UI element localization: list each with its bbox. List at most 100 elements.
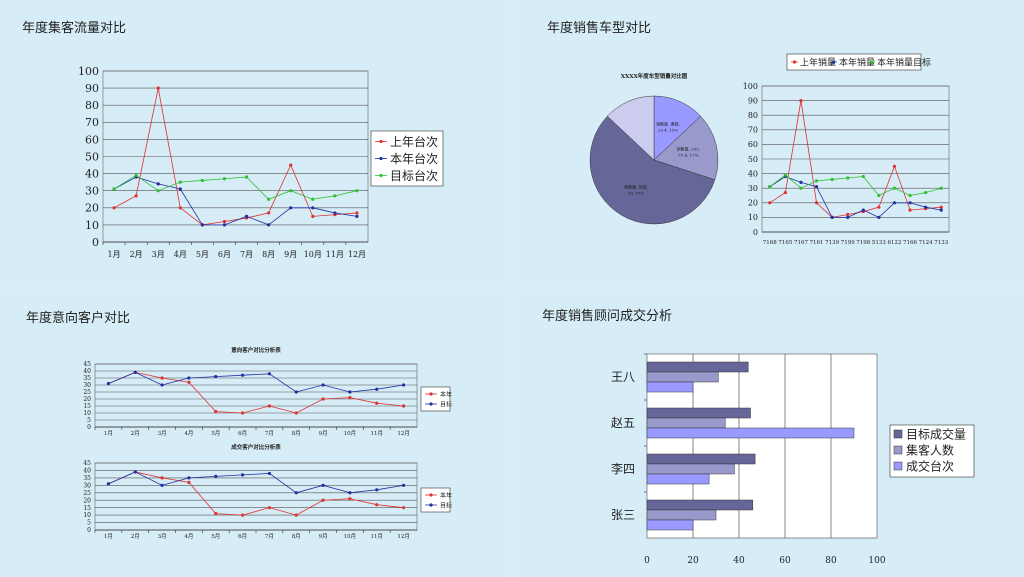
data-point [134, 194, 138, 198]
y-tick-label: 70 [85, 116, 99, 129]
data-point [892, 186, 897, 190]
bar [646, 509, 717, 521]
x-tick-label: 7月 [265, 533, 274, 540]
plot-area [94, 363, 418, 428]
data-point [379, 139, 383, 144]
legend-label: 本年销量 [839, 57, 875, 69]
data-point [178, 206, 182, 210]
y-tick-label: 15 [83, 505, 91, 512]
legend-label: 上年销量 [800, 57, 836, 69]
bar [646, 519, 694, 531]
data-point [321, 397, 325, 401]
data-point [401, 383, 406, 387]
x-tick-label: 7月 [240, 250, 253, 259]
y-tick-label: 15 [83, 403, 91, 410]
data-point [311, 214, 315, 218]
x-tick-label: 7139 [825, 240, 839, 246]
data-point [267, 223, 271, 227]
category-label: 王八 [611, 370, 635, 384]
data-point [846, 212, 850, 217]
x-tick-label: 60 [779, 556, 791, 566]
x-tick-label: 6月 [238, 533, 247, 540]
data-point [214, 375, 218, 379]
data-point [814, 179, 819, 183]
data-point [379, 156, 383, 161]
legend-box [786, 53, 922, 71]
chart-flow: 0 10 20 30 40 50 60 70 80 90 100 1月 2月 3月 4月 5月 6月 7月 8月 9月… [78, 65, 369, 259]
data-point [799, 180, 803, 184]
y-tick-label: 10 [83, 512, 91, 519]
data-point [792, 60, 797, 64]
x-tick-label: 7167 [794, 240, 808, 246]
x-tick-label: 7168 [763, 240, 777, 246]
y-tick-label: 10 [83, 410, 91, 417]
data-point [133, 470, 137, 474]
y-tick-label: 0 [87, 424, 91, 431]
x-tick-label: 8月 [292, 533, 301, 540]
y-tick-label: 60 [748, 140, 758, 149]
data-point [267, 372, 272, 376]
slice-label: 90, 57% [628, 190, 645, 195]
x-tick-label: 1月 [107, 250, 120, 259]
data-point [187, 376, 191, 380]
legend-box [889, 424, 975, 478]
y-tick-label: 35 [83, 375, 91, 382]
panel-title: 年度销售顾问成交分析 [542, 309, 673, 324]
x-tick-label: 9月 [319, 430, 328, 437]
x-tick-label: 12月 [397, 533, 410, 540]
data-point [783, 173, 787, 177]
panel-intent: 年度意向客户对比 [0, 290, 510, 577]
data-point [222, 177, 227, 181]
y-tick-label: 80 [85, 99, 99, 112]
data-point [160, 476, 164, 480]
chart-title: 成交客户对比分析表 [231, 443, 281, 451]
x-tick-label: 10月 [304, 250, 322, 259]
y-tick-label: 20 [748, 199, 758, 208]
data-point [429, 493, 433, 497]
data-point [908, 201, 912, 205]
x-tick-label: 7月 [265, 430, 274, 437]
category-label: 赵五 [611, 416, 635, 430]
x-tick-label: 3月 [152, 250, 165, 259]
y-tick-label: 0 [87, 527, 91, 534]
series-line [108, 471, 404, 516]
x-tick-label: 12月 [397, 430, 410, 437]
series-line [113, 174, 358, 200]
data-point [814, 201, 819, 205]
y-tick-label: 100 [743, 82, 758, 91]
x-tick-label: 10月 [344, 430, 357, 437]
panel-title: 年度意向客户对比 [26, 311, 131, 326]
y-tick-label: 90 [748, 96, 758, 105]
x-tick-label: 11月 [371, 430, 384, 437]
series-line [769, 176, 942, 218]
data-point [178, 187, 182, 191]
y-tick-label: 70 [748, 126, 758, 135]
x-tick-label: 3月 [158, 430, 167, 437]
data-point [429, 503, 433, 507]
data-point [830, 215, 834, 219]
data-point [311, 206, 315, 210]
y-tick-label: 40 [85, 167, 99, 180]
data-point [289, 163, 293, 167]
legend-label: 目标 [440, 400, 452, 408]
data-point [133, 370, 137, 374]
data-point [877, 193, 881, 198]
x-tick-label: 6122 [887, 240, 901, 246]
data-point [799, 186, 803, 190]
y-tick-label: 25 [83, 389, 91, 396]
series-line [769, 100, 942, 218]
bar [646, 407, 751, 419]
x-tick-label: 1月 [104, 430, 113, 437]
x-tick-label: 0 [644, 556, 650, 566]
series-line [113, 176, 358, 226]
x-tick-label: 2月 [131, 533, 140, 540]
y-tick-label: 10 [85, 219, 99, 232]
legend-label: 本年销量目标 [877, 57, 931, 69]
